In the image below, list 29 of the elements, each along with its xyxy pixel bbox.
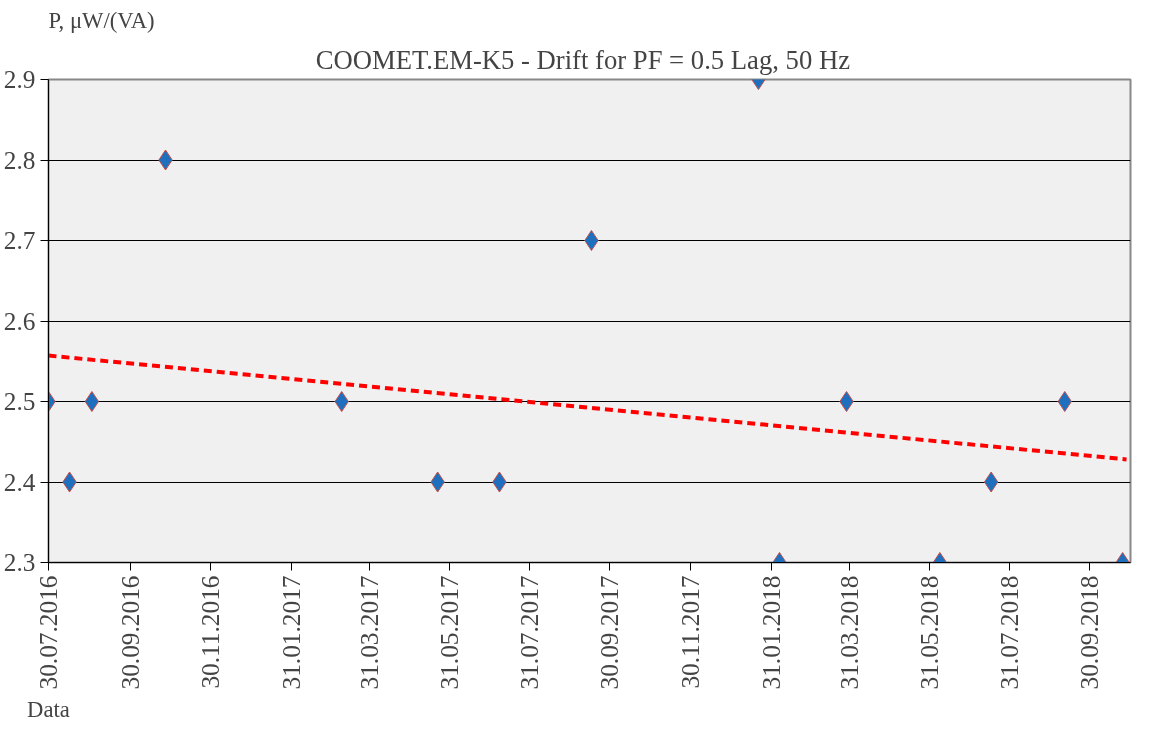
- x-tick-label: 31.03.2018: [834, 575, 863, 690]
- y-tick-label: 2.3: [3, 548, 36, 576]
- x-tick-label: 31.05.2018: [914, 575, 943, 690]
- y-tick-label: 2.8: [3, 145, 36, 174]
- point: [334, 391, 349, 412]
- x-tick-label: 31.07.2017: [515, 575, 544, 690]
- x-tick-label: 31.07.2018: [995, 575, 1024, 690]
- x-tick-label: 31.01.2018: [757, 575, 786, 690]
- x-tick-label: 31.01.2017: [277, 575, 306, 690]
- x-tick-label: 31.05.2017: [434, 575, 463, 690]
- x-tick-label: 30.09.2017: [595, 575, 624, 690]
- x-tick-label: 30.11.2016: [195, 575, 224, 689]
- x-tick-label: 30.09.2018: [1075, 575, 1104, 690]
- x-tick-label: 30.09.2016: [115, 575, 144, 690]
- y-axis-title: P, μW/(VA): [48, 7, 155, 33]
- y-tick-label: 2.5: [3, 387, 36, 415]
- point: [84, 391, 100, 412]
- x-tick-label: 31.03.2017: [354, 575, 383, 690]
- point: [983, 471, 999, 493]
- x-tick-label: 30.11.2017: [675, 575, 704, 689]
- x-tick-label: 30.07.2016: [34, 575, 62, 690]
- y-tick-label: 2.4: [3, 467, 36, 496]
- x-axis-title: Data: [27, 697, 70, 723]
- chart-title: COOMET.EM-K5 - Drift for PF = 0.5 Lag, 50 Hz: [315, 44, 851, 75]
- point: [839, 391, 854, 412]
- point: [1057, 391, 1072, 412]
- y-tick-label: 2.9: [3, 65, 36, 93]
- y-tick-label: 2.7: [3, 226, 36, 254]
- y-tick-label: 2.6: [3, 306, 36, 335]
